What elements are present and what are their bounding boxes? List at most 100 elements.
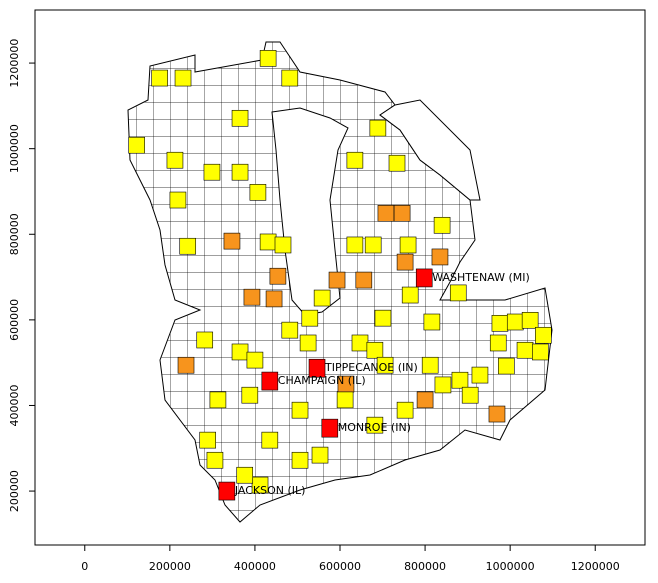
county [196, 331, 214, 349]
county [231, 343, 249, 361]
y-tick-label: 400000 [8, 384, 21, 426]
labeled-county [218, 481, 236, 501]
county [471, 366, 489, 384]
county [174, 69, 192, 87]
county [311, 446, 329, 464]
county [177, 356, 195, 374]
county [281, 321, 299, 339]
county [351, 334, 369, 352]
county [421, 356, 439, 374]
county [449, 284, 467, 302]
county-label: JACKSON (IL) [234, 484, 306, 497]
labeled-county [321, 418, 339, 438]
county [261, 431, 279, 449]
county-label: WASHTENAW (MI) [432, 271, 530, 284]
county [179, 237, 197, 255]
x-tick-label: 0 [81, 560, 88, 573]
county [433, 216, 451, 234]
county [355, 271, 373, 289]
county-label: CHAMPAIGN (IL) [278, 374, 366, 387]
county [401, 286, 419, 304]
x-tick-label: 400000 [234, 560, 276, 573]
county [313, 289, 331, 307]
county [236, 466, 254, 484]
county [489, 334, 507, 352]
county [251, 476, 269, 494]
lake-michigan [271, 107, 349, 316]
county [461, 386, 479, 404]
county [336, 391, 354, 409]
county [199, 431, 217, 449]
county [169, 191, 187, 209]
county [346, 236, 364, 254]
county [451, 371, 469, 389]
x-tick-label: 600000 [319, 560, 361, 573]
county [491, 314, 509, 332]
county [516, 341, 534, 359]
county [532, 343, 549, 361]
county [209, 391, 227, 409]
x-tick-label: 1200000 [571, 560, 620, 573]
x-tick-label: 1000000 [486, 560, 535, 573]
y-tick-label: 1200000 [8, 39, 21, 88]
county [301, 309, 319, 327]
county [396, 253, 414, 271]
county [346, 151, 364, 169]
county [259, 50, 277, 67]
county [366, 416, 384, 434]
county [328, 271, 346, 289]
county [521, 311, 539, 329]
county [396, 401, 414, 419]
county [535, 326, 552, 344]
county [231, 109, 249, 127]
county [249, 184, 267, 201]
y-tick-label: 600000 [8, 299, 21, 341]
county [231, 163, 249, 181]
county [269, 267, 287, 285]
county [291, 451, 309, 469]
county [399, 236, 417, 254]
county [498, 357, 515, 375]
county [206, 451, 224, 469]
county [423, 313, 441, 331]
county-label: TIPPECANOE (IN) [324, 361, 418, 374]
county [488, 405, 506, 423]
county [203, 163, 221, 181]
county [434, 376, 452, 394]
y-tick-label: 1000000 [8, 124, 21, 173]
county [377, 205, 395, 222]
y-tick-label: 200000 [8, 470, 21, 512]
county [151, 69, 168, 87]
county [388, 154, 406, 172]
county [366, 341, 384, 359]
county [241, 386, 259, 404]
county [166, 151, 184, 169]
county [376, 356, 394, 374]
county [223, 232, 241, 250]
county [416, 391, 434, 409]
county [128, 136, 145, 154]
labeled-county [308, 358, 326, 378]
county [364, 236, 382, 254]
county [299, 334, 317, 352]
county [265, 290, 283, 308]
y-tick-label: 800000 [8, 213, 21, 255]
county [369, 119, 387, 137]
county [431, 248, 449, 266]
county [291, 401, 309, 419]
labeled-county [415, 268, 433, 288]
county [281, 69, 299, 87]
county [374, 309, 392, 327]
county [274, 236, 292, 254]
county [246, 351, 264, 369]
labeled-county [261, 371, 279, 391]
x-tick-label: 200000 [149, 560, 191, 573]
county [243, 288, 261, 306]
county-label: MONROE (IN) [338, 421, 411, 434]
lake-huron [379, 99, 481, 201]
county [506, 313, 524, 331]
county [393, 205, 411, 222]
county [259, 233, 277, 251]
